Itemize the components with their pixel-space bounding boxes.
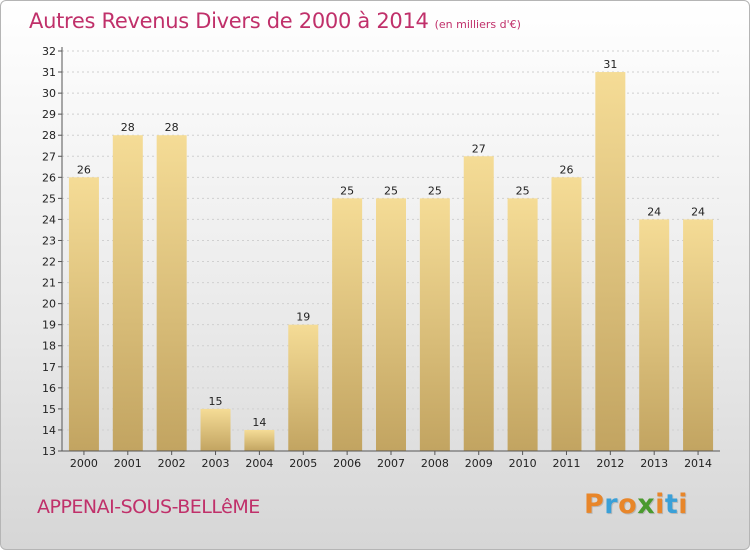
x-tick-label: 2014 [684, 457, 712, 470]
data-label: 28 [121, 121, 135, 134]
bar [639, 219, 670, 451]
data-label: 25 [340, 184, 354, 197]
y-tick-label: 26 [42, 171, 56, 184]
proxiti-logo: Proxiti [584, 489, 688, 520]
bar [244, 429, 275, 451]
logo-letter: x [637, 489, 656, 520]
bars [68, 72, 714, 452]
x-tick-label: 2003 [202, 457, 230, 470]
data-label: 19 [296, 311, 310, 324]
y-tick-label: 25 [42, 192, 56, 205]
logo-letter: i [678, 489, 689, 520]
logo-letter: t [664, 489, 679, 520]
data-label: 26 [77, 163, 91, 176]
data-label: 25 [384, 184, 398, 197]
bar [376, 198, 406, 451]
logo-letter: r [604, 489, 619, 520]
y-tick-label: 14 [42, 424, 56, 437]
axes [58, 47, 720, 455]
data-label: 27 [472, 142, 486, 155]
data-label: 26 [559, 163, 573, 176]
bar [332, 198, 363, 451]
data-label: 15 [209, 395, 223, 408]
data-label: 25 [428, 184, 442, 197]
bar [112, 135, 143, 452]
commune-name: APPENAI-SOUS-BELLêME [37, 496, 260, 518]
logo-letter: i [655, 489, 665, 520]
bar [288, 324, 319, 451]
y-tick-label: 21 [42, 277, 56, 290]
bar [683, 219, 714, 451]
y-tick-label: 28 [42, 129, 56, 142]
bar [419, 198, 450, 451]
chart-unit: (en milliers d'€) [434, 18, 521, 31]
x-tick-label: 2000 [70, 457, 98, 470]
y-tick-label: 22 [42, 256, 56, 269]
data-label: 28 [165, 121, 179, 134]
chart-title-text: Autres Revenus Divers de 2000 à 2014 [29, 9, 429, 33]
x-tick-label: 2001 [114, 457, 142, 470]
y-tick-label: 24 [42, 213, 56, 226]
chart-title: Autres Revenus Divers de 2000 à 2014 (en … [29, 9, 521, 33]
bar [595, 72, 626, 451]
y-tick-label: 27 [42, 150, 56, 163]
x-tick-label: 2011 [552, 457, 580, 470]
y-tick-label: 29 [42, 108, 56, 121]
y-tick-label: 32 [42, 45, 56, 58]
x-tick-label: 2008 [421, 457, 449, 470]
x-tick-label: 2004 [245, 457, 273, 470]
y-tick-label: 19 [42, 319, 56, 332]
x-tick-label: 2013 [640, 457, 668, 470]
y-tick-label: 15 [42, 403, 56, 416]
x-tick-label: 2009 [465, 457, 493, 470]
data-label: 24 [691, 205, 705, 218]
y-tick-label: 20 [42, 298, 56, 311]
logo-letter: P [584, 489, 605, 520]
bar [551, 177, 582, 451]
x-tick-label: 2012 [596, 457, 624, 470]
x-tick-label: 2005 [289, 457, 317, 470]
bar [463, 156, 494, 451]
y-tick-label: 31 [42, 66, 56, 79]
y-tick-label: 23 [42, 234, 56, 247]
data-label: 25 [516, 184, 530, 197]
data-label: 14 [252, 416, 266, 429]
data-label: 24 [647, 205, 661, 218]
y-tick-label: 13 [42, 445, 56, 458]
x-tick-label: 2010 [509, 457, 537, 470]
logo-letter: o [618, 489, 638, 520]
bar [507, 198, 538, 451]
x-tick-label: 2007 [377, 457, 405, 470]
bar [68, 177, 99, 451]
bar [200, 408, 231, 451]
data-label: 31 [603, 58, 617, 71]
y-tick-label: 30 [42, 87, 56, 100]
bar [156, 135, 187, 452]
x-tick-label: 2006 [333, 457, 361, 470]
x-tick-label: 2002 [158, 457, 186, 470]
y-tick-label: 16 [42, 382, 56, 395]
y-tick-label: 18 [42, 340, 56, 353]
labels: 13 14 15 16 17 18 19 20 21 22 23 24 25 26 27 28 29 30 31 32… [42, 45, 712, 470]
y-tick-label: 17 [42, 361, 56, 374]
